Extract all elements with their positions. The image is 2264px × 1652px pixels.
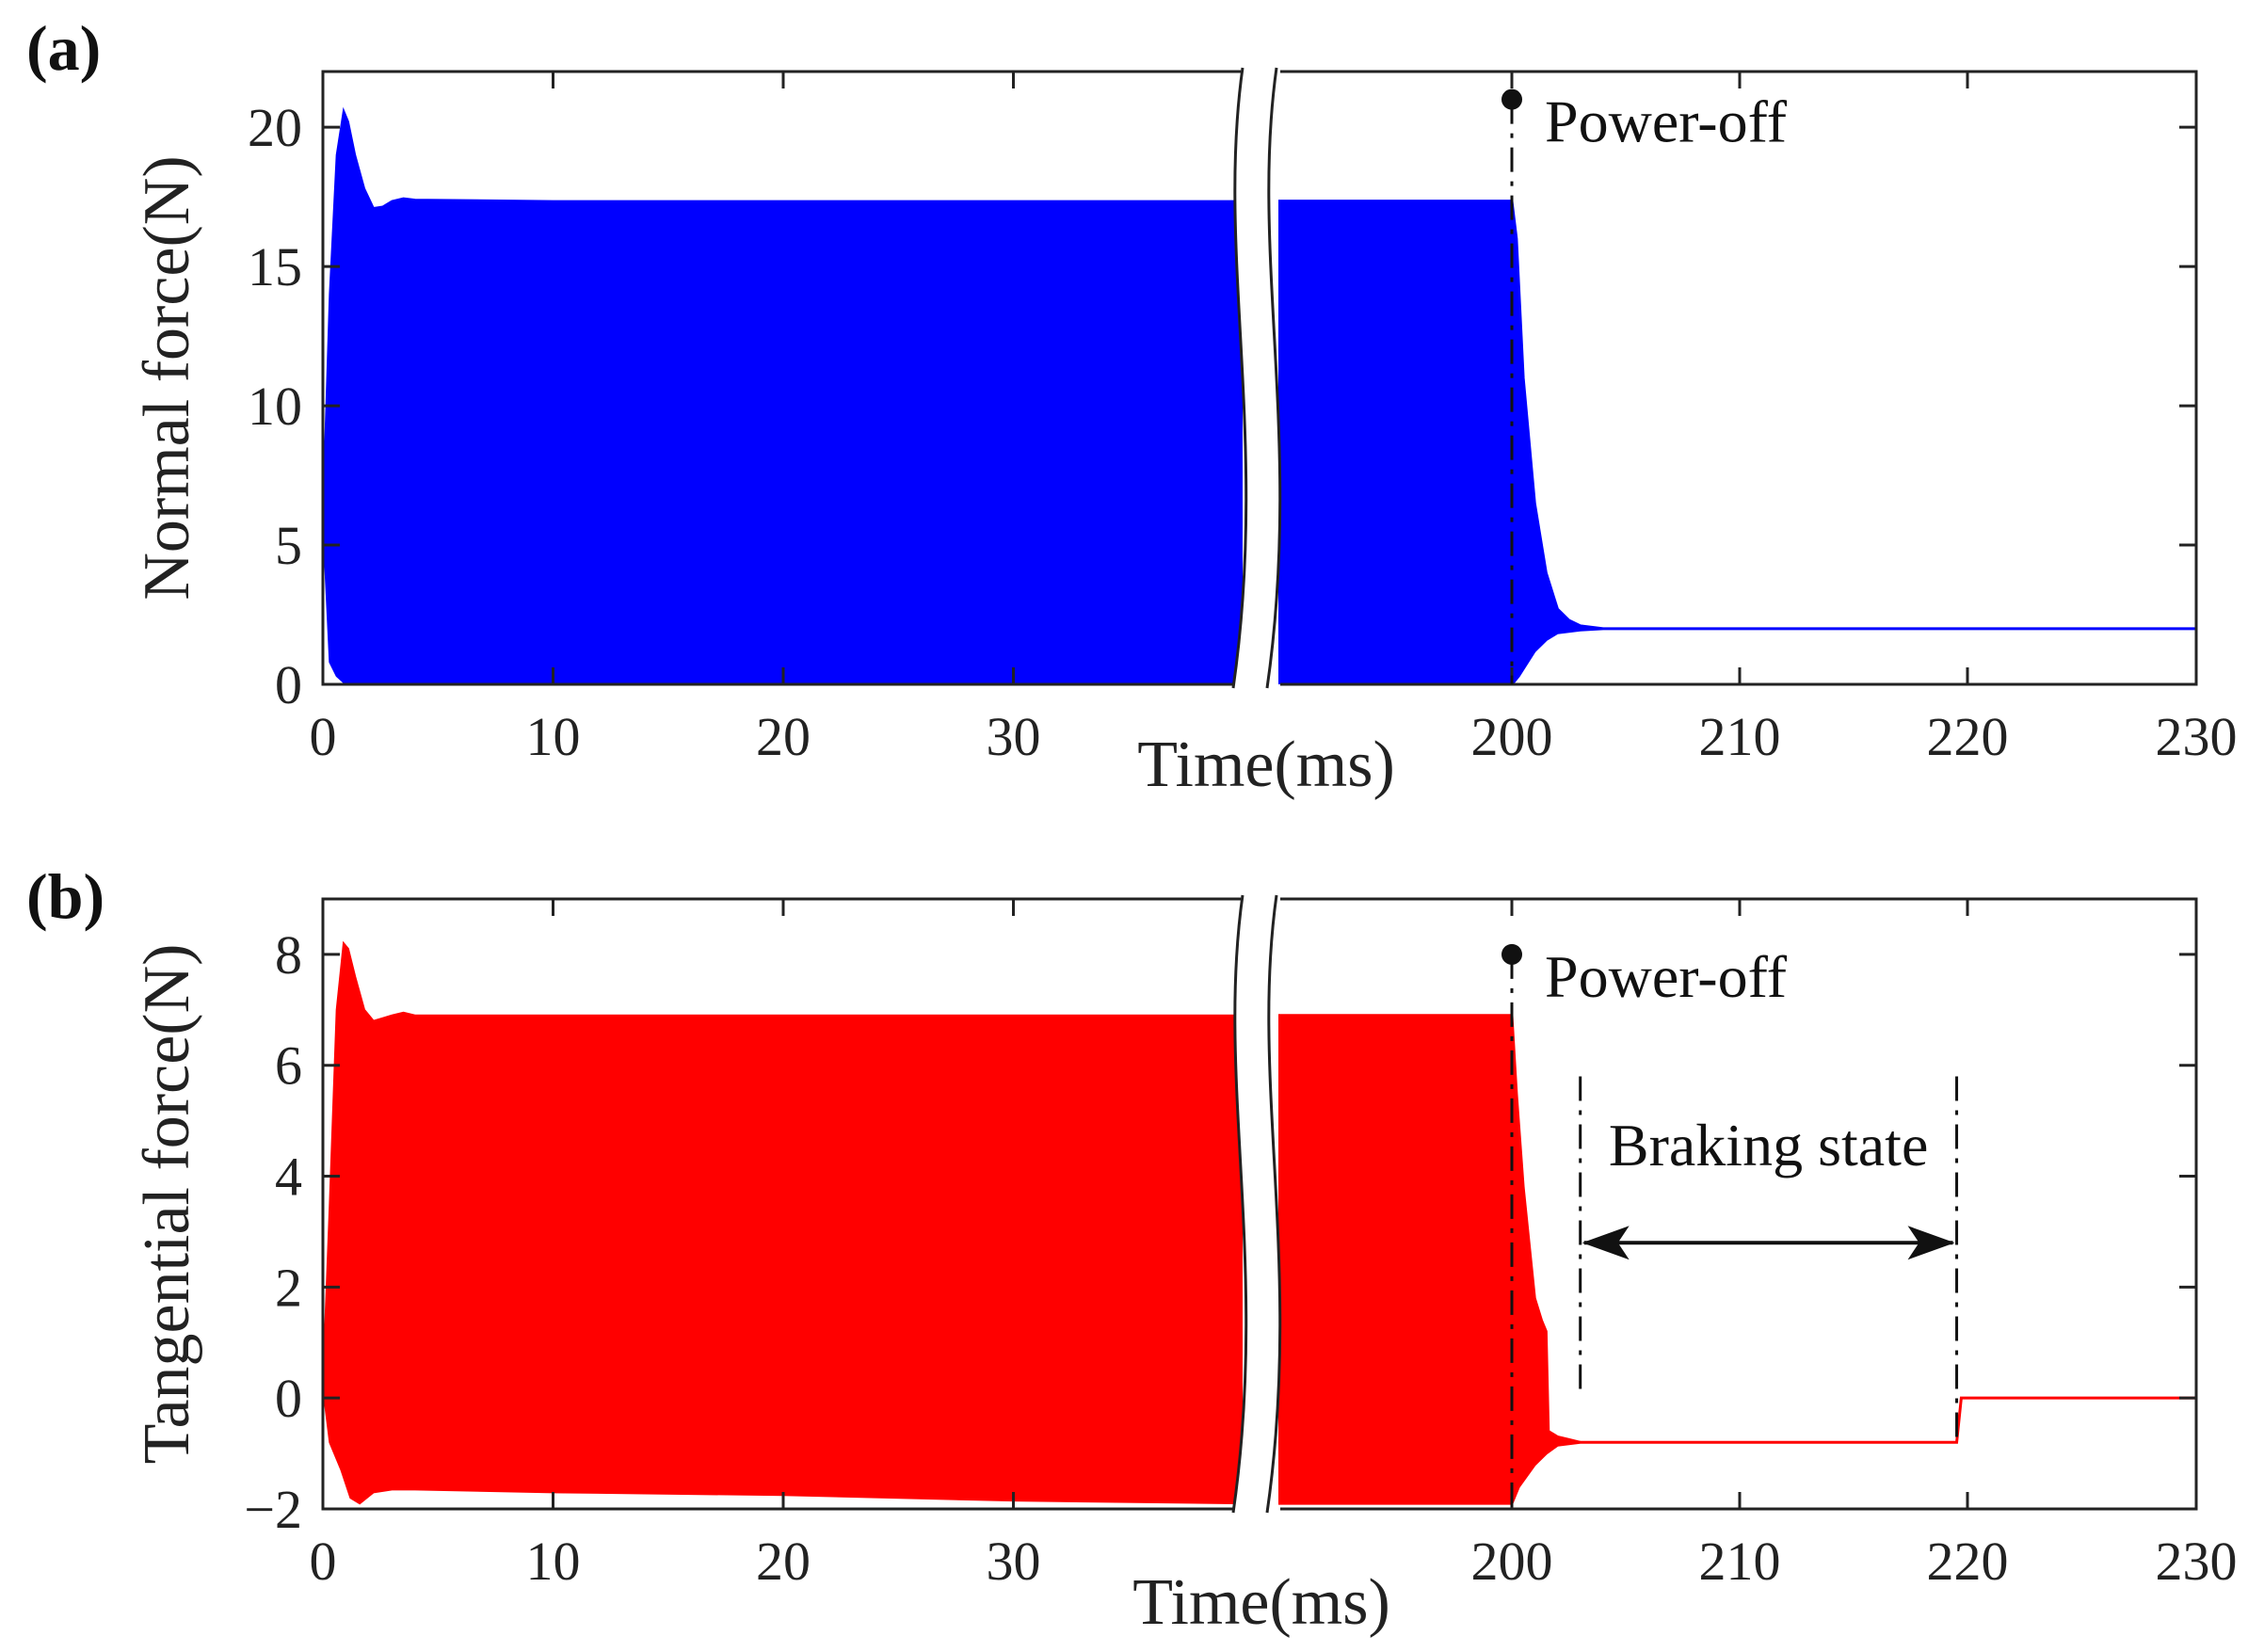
axis-break-gap — [1233, 65, 1280, 691]
axis-break-line-right — [1265, 67, 1282, 689]
y-tick-label: 8 — [275, 924, 302, 986]
x-tick-label: 200 — [1471, 706, 1553, 767]
y-tick-label: 15 — [248, 236, 302, 297]
y-axis-title: Tangential force(N) — [131, 944, 203, 1465]
x-tick-label: 0 — [310, 1531, 337, 1592]
x-tick-label: 210 — [1699, 1531, 1781, 1592]
braking-arrow-head-right — [1907, 1226, 1955, 1260]
power-off-label: Power-off — [1545, 943, 1788, 1010]
x-tick-label: 20 — [756, 706, 811, 767]
x-tick-label: 220 — [1927, 1531, 2009, 1592]
x-tick-label: 20 — [756, 1531, 811, 1592]
x-tick-label: 10 — [526, 1531, 581, 1592]
y-tick-label: 10 — [248, 376, 302, 437]
power-off-marker — [1501, 88, 1522, 110]
signal-envelope-right — [1278, 1014, 2196, 1505]
braking-state-label: Braking state — [1609, 1112, 1928, 1179]
axis-break-line-left — [1231, 894, 1248, 1514]
power-off-marker — [1501, 943, 1522, 965]
x-tick-label: 210 — [1699, 706, 1781, 767]
axis-break-line-right — [1265, 894, 1282, 1514]
y-tick-label: 0 — [275, 1368, 302, 1429]
x-axis-title: Time(ms) — [1132, 1566, 1390, 1639]
axis-break-gap — [1233, 892, 1280, 1516]
x-tick-label: 0 — [310, 706, 337, 767]
axis-break-line-left — [1231, 67, 1248, 689]
x-tick-label: 30 — [987, 706, 1041, 767]
y-tick-label: 6 — [275, 1035, 302, 1097]
y-tick-label: 2 — [275, 1257, 302, 1318]
x-tick-label: 30 — [987, 1531, 1041, 1592]
y-tick-label: 5 — [275, 515, 302, 576]
x-tick-label: 230 — [2156, 1531, 2238, 1592]
panel-label: (b) — [26, 860, 104, 932]
x-axis-title: Time(ms) — [1137, 729, 1395, 801]
panel-b: 0 10 20 30 200 210 220 230−202468Time(ms)Tangen… — [26, 860, 2238, 1639]
x-tick-label: 230 — [2156, 706, 2238, 767]
x-tick-label: 10 — [526, 706, 581, 767]
signal-envelope-left — [323, 940, 1243, 1505]
y-tick-label: −2 — [244, 1479, 302, 1540]
braking-arrow-head-left — [1582, 1226, 1630, 1260]
signal-envelope-right — [1278, 200, 2196, 684]
x-tick-label: 200 — [1471, 1531, 1553, 1592]
panel-a: 0 10 20 30 200 210 220 230 0 5 10 15 20 Time(ms) Norma… — [26, 12, 2238, 801]
y-tick-label: 0 — [275, 654, 302, 715]
y-tick-label: 20 — [248, 97, 302, 158]
panel-label: (a) — [26, 12, 101, 84]
y-axis-title: Normal force(N) — [131, 155, 203, 600]
x-tick-label: 220 — [1927, 706, 2009, 767]
power-off-label: Power-off — [1545, 88, 1788, 155]
signal-envelope-left — [323, 106, 1243, 684]
y-tick-label: 4 — [275, 1147, 302, 1208]
